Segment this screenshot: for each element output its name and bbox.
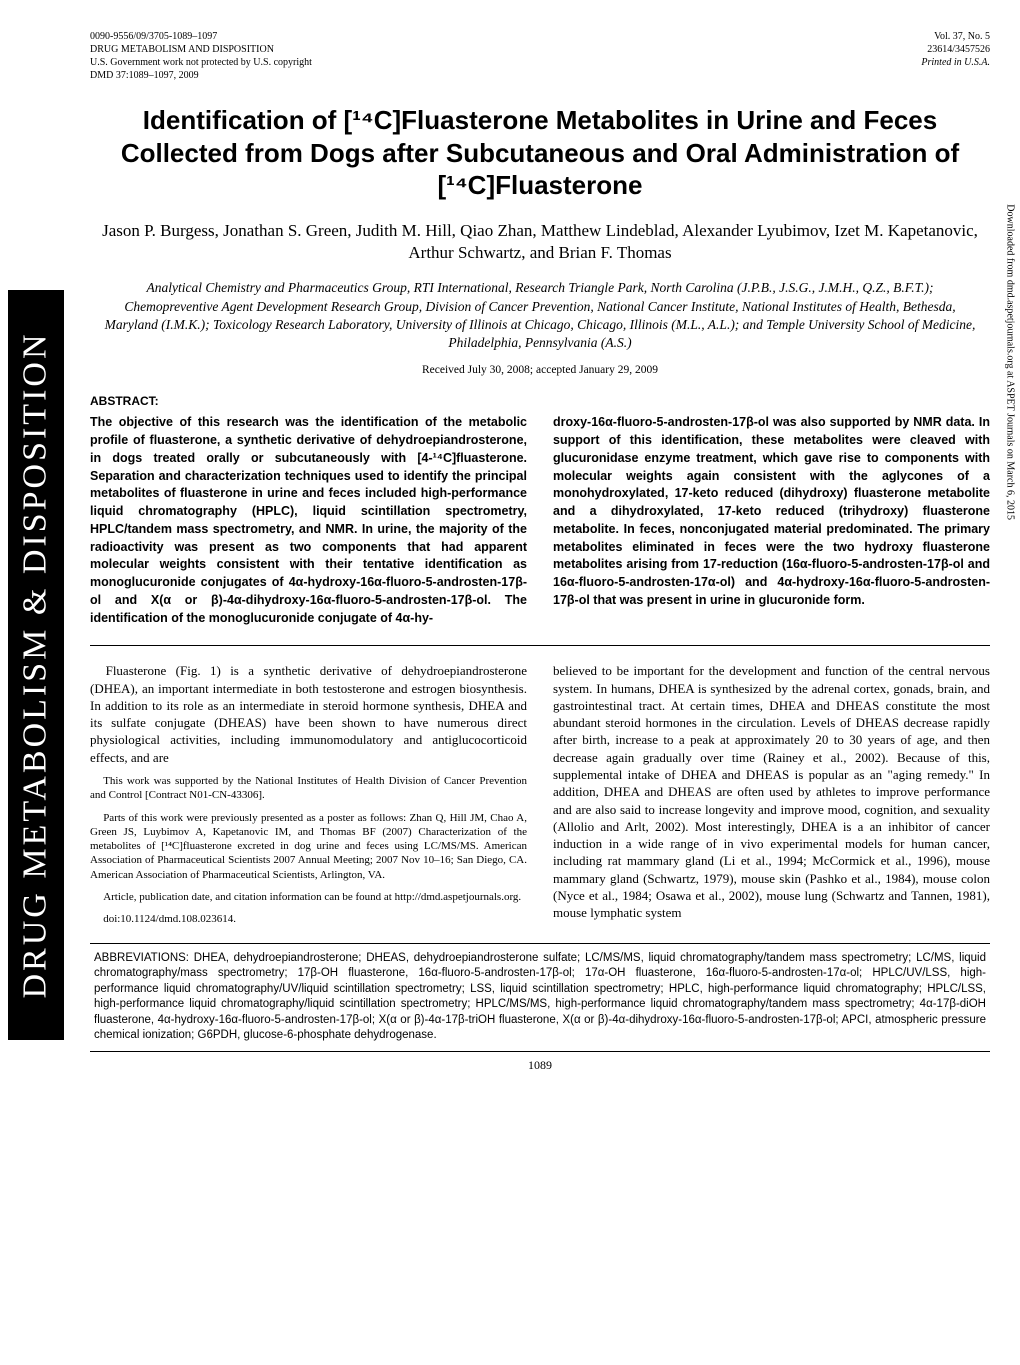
author-list: Jason P. Burgess, Jonathan S. Green, Jud…: [90, 220, 990, 266]
affiliations: Analytical Chemistry and Pharmaceutics G…: [90, 279, 990, 352]
header-right: Vol. 37, No. 5 23614/3457526 Printed in …: [921, 30, 990, 82]
header-right-line: Vol. 37, No. 5: [921, 30, 990, 43]
journal-sidebar-text: DRUG METABOLISM & DISPOSITION: [17, 331, 55, 998]
journal-sidebar-tab: DRUG METABOLISM & DISPOSITION: [8, 290, 64, 1040]
page-content: 0090-9556/09/3705-1089–1097 DRUG METABOL…: [90, 0, 990, 1073]
body-right-col: believed to be important for the develop…: [553, 662, 990, 926]
body-left-col: Fluasterone (Fig. 1) is a synthetic deri…: [90, 662, 527, 926]
presentation-footnote: Parts of this work were previously prese…: [90, 811, 527, 882]
article-title: Identification of [¹⁴C]Fluasterone Metab…: [90, 104, 990, 202]
header-left-line: DMD 37:1089–1097, 2009: [90, 69, 312, 82]
funding-footnote: This work was supported by the National …: [90, 774, 527, 803]
header-left: 0090-9556/09/3705-1089–1097 DRUG METABOL…: [90, 30, 312, 82]
abbreviations-text: ABBREVIATIONS: DHEA, dehydroepiandroster…: [94, 952, 986, 1042]
abbreviations-box: ABBREVIATIONS: DHEA, dehydroepiandroster…: [90, 943, 990, 1052]
header-right-line: Printed in U.S.A.: [921, 56, 990, 69]
doi-footnote: doi:10.1124/dmd.108.023614.: [90, 912, 527, 926]
body-paragraph: Fluasterone (Fig. 1) is a synthetic deri…: [90, 662, 527, 766]
abstract-heading: ABSTRACT:: [90, 394, 990, 408]
abstract-columns: The objective of this research was the i…: [90, 414, 990, 627]
body-paragraph: believed to be important for the develop…: [553, 662, 990, 921]
received-dates: Received July 30, 2008; accepted January…: [90, 364, 990, 376]
header-left-line: DRUG METABOLISM AND DISPOSITION: [90, 43, 312, 56]
page-number: 1089: [90, 1058, 990, 1073]
article-info-footnote: Article, publication date, and citation …: [90, 890, 527, 904]
running-header: 0090-9556/09/3705-1089–1097 DRUG METABOL…: [90, 30, 990, 82]
body-columns: Fluasterone (Fig. 1) is a synthetic deri…: [90, 662, 990, 926]
header-left-line: 0090-9556/09/3705-1089–1097: [90, 30, 312, 43]
download-margin-note: Downloaded from dmd.aspetjournals.org at…: [1005, 204, 1016, 520]
abstract-left-col: The objective of this research was the i…: [90, 414, 527, 627]
header-right-line: 23614/3457526: [921, 43, 990, 56]
header-left-line: U.S. Government work not protected by U.…: [90, 56, 312, 69]
abstract-right-col: droxy-16α-fluoro-5-androsten-17β-ol was …: [553, 414, 990, 627]
section-divider: [90, 645, 990, 646]
